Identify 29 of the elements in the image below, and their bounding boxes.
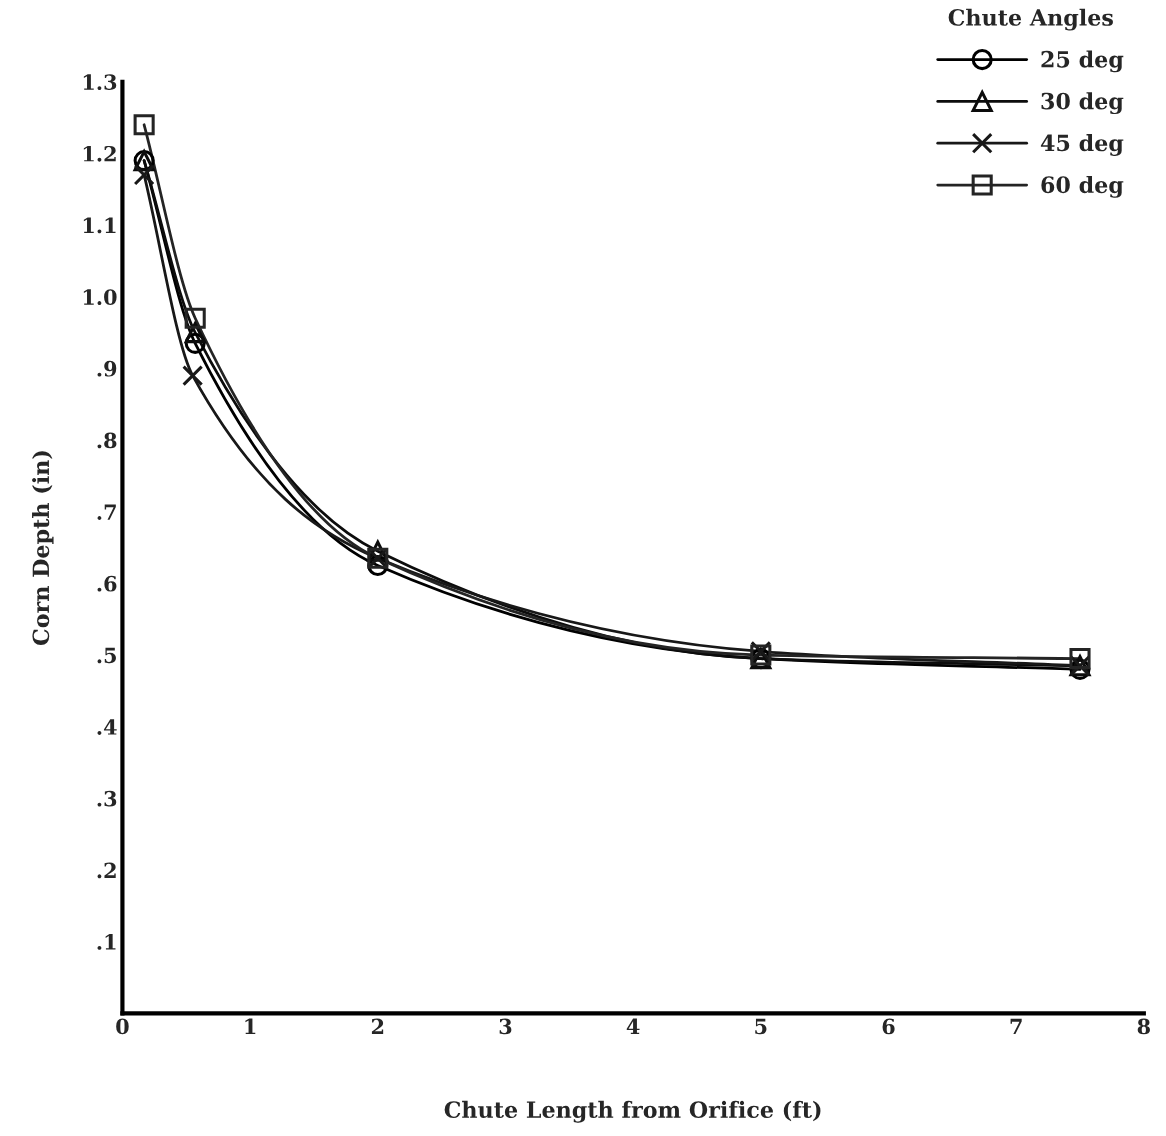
legend-label: 45 deg xyxy=(1040,134,1124,156)
x-tick-label: 7 xyxy=(1010,1018,1022,1034)
y-tick-label: .4 xyxy=(97,719,117,735)
y-tick-label: .3 xyxy=(97,790,117,807)
y-axis-title: Corn Depth (in) xyxy=(32,451,54,646)
y-tick-label: .1 xyxy=(97,934,116,950)
x-tick-label: 8 xyxy=(1137,1018,1150,1035)
x-tick-label: 0 xyxy=(116,1018,129,1035)
y-tick-label: 1.3 xyxy=(83,74,117,90)
x-axis-title: Chute Length from Orifice (ft) xyxy=(444,1100,821,1123)
legend-label: 25 deg xyxy=(1041,50,1124,73)
y-tick-label: .5 xyxy=(97,647,116,664)
x-tick-label: 5 xyxy=(755,1018,767,1035)
legend-label: 30 deg xyxy=(1041,92,1124,115)
y-tick-label: 1.2 xyxy=(83,145,116,162)
x-tick-label: 2 xyxy=(371,1018,384,1034)
y-tick-label: .2 xyxy=(97,862,116,879)
legend-label: 60 deg xyxy=(1041,175,1124,198)
y-tick-label: .9 xyxy=(97,360,117,377)
y-tick-label: .7 xyxy=(97,504,116,520)
y-tick-label: .6 xyxy=(97,575,117,592)
x-tick-label: 1 xyxy=(245,1018,256,1034)
y-tick-label: 1.1 xyxy=(83,217,116,234)
y-tick-label: 1.0 xyxy=(83,289,117,305)
x-tick-label: 3 xyxy=(499,1018,512,1035)
y-tick-label: .8 xyxy=(97,432,117,449)
x-tick-label: 4 xyxy=(626,1018,640,1034)
x-tick-label: 6 xyxy=(882,1018,895,1035)
legend-title: Chute Angles xyxy=(948,8,1113,31)
